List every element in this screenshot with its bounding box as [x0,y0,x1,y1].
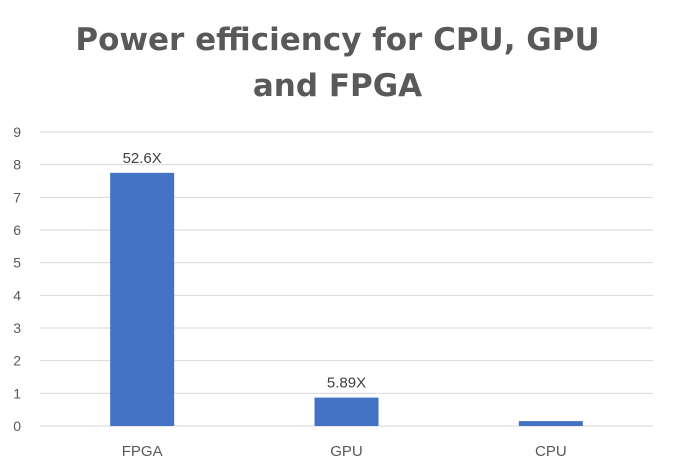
bar-gpu [314,397,379,426]
bar-cpu [518,421,583,426]
y-tick-label: 3 [13,320,21,336]
chart-title-line-2: and FPGA [252,68,423,104]
y-tick-label: 0 [13,418,21,434]
bar-fpga [110,172,175,426]
bars [110,172,583,426]
data-label-fpga: 52.6X [123,150,162,167]
y-tick-label: 7 [13,189,21,205]
data-labels: 52.6X 5.89X [123,150,367,392]
data-label-gpu: 5.89X [327,375,366,392]
y-axis-ticks: 0 1 2 3 4 5 6 7 8 9 [13,124,21,434]
y-tick-label: 6 [13,222,21,238]
x-tick-label-cpu: CPU [535,443,567,460]
y-tick-label: 5 [13,255,21,271]
y-tick-label: 9 [13,124,21,140]
y-tick-label: 4 [13,287,21,303]
y-tick-label: 1 [13,385,21,401]
chart-title-line-1: Power efficiency for CPU, GPU [75,22,600,58]
y-tick-label: 2 [13,353,21,369]
y-tick-label: 8 [13,157,21,173]
x-tick-label-gpu: GPU [330,443,363,460]
x-axis-ticks: FPGA GPU CPU [122,443,567,460]
x-tick-label-fpga: FPGA [122,443,163,460]
